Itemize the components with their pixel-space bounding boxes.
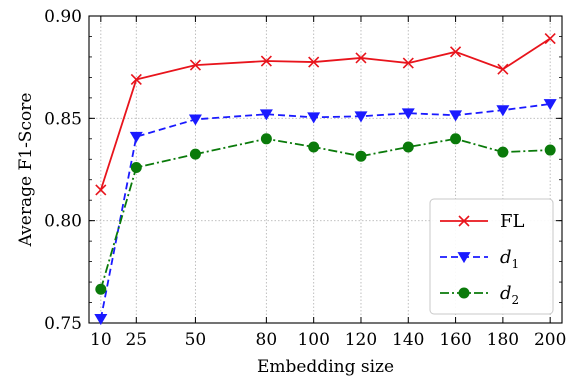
data-point	[94, 314, 108, 326]
data-point	[496, 105, 510, 117]
legend-entry: FL	[440, 211, 524, 232]
x-tick-label: 160	[439, 330, 471, 350]
marker-stroke	[458, 215, 470, 227]
data-point	[130, 161, 142, 173]
data-series	[94, 32, 557, 326]
data-point	[544, 32, 556, 45]
legend-marker	[458, 215, 470, 227]
marker-stroke	[402, 57, 414, 69]
legend-marker	[458, 287, 470, 299]
data-point	[260, 133, 272, 145]
data-point	[543, 99, 557, 111]
data-point	[129, 131, 143, 143]
y-tick-label: 0.85	[44, 109, 82, 129]
data-point	[449, 110, 463, 122]
marker-stroke	[95, 184, 107, 196]
legend-label-main: d	[500, 283, 512, 304]
x-tick-label: 140	[392, 330, 424, 350]
data-point	[402, 141, 414, 153]
data-point	[497, 63, 509, 75]
data-point	[260, 55, 272, 67]
legend-marker	[457, 252, 471, 264]
legend-label-subscript: 2	[512, 293, 520, 307]
marker-stroke	[355, 52, 367, 64]
data-point	[544, 144, 556, 156]
x-axis-label: Embedding size	[257, 357, 394, 377]
marker-stroke	[544, 32, 556, 45]
data-point	[307, 112, 321, 124]
data-point	[401, 108, 415, 120]
x-tick-label: 100	[297, 330, 329, 350]
data-point	[308, 141, 320, 153]
series-line	[99, 37, 551, 191]
y-tick-label: 0.80	[44, 212, 82, 232]
marker-stroke	[450, 46, 462, 58]
legend-label-main: d	[500, 247, 512, 268]
legend-label-main: FL	[500, 211, 524, 232]
legend-box	[429, 198, 554, 315]
series-line	[99, 137, 551, 290]
series-d1	[94, 99, 557, 326]
legend-label: d2	[500, 283, 519, 307]
data-point	[355, 150, 367, 162]
data-point	[189, 148, 201, 160]
series-d2	[95, 133, 556, 295]
y-axis-label: Average F1-Score	[16, 93, 36, 248]
x-tick-label: 120	[345, 330, 377, 350]
y-tick-label: 0.75	[44, 314, 82, 334]
legend-label: FL	[500, 211, 524, 232]
legend-label: d1	[500, 247, 519, 271]
data-point	[402, 57, 414, 69]
x-tick-label: 10	[90, 330, 112, 350]
marker-stroke	[497, 63, 509, 75]
legend-entry: d2	[440, 283, 519, 307]
x-tick-label: 180	[487, 330, 519, 350]
data-point	[189, 59, 201, 71]
x-tick-label: 200	[534, 330, 566, 350]
series-line	[99, 103, 551, 320]
series-FL	[95, 32, 556, 196]
legend-label-subscript: 1	[512, 257, 520, 271]
marker-stroke	[260, 55, 272, 67]
data-point	[188, 114, 202, 126]
data-point	[354, 111, 368, 123]
x-tick-label: 50	[185, 330, 207, 350]
plot-frame	[88, 15, 563, 324]
data-point	[355, 52, 367, 64]
x-tick-label: 80	[256, 330, 278, 350]
marker-stroke	[189, 59, 201, 71]
axes: 10 25 50 80 100 120 140 160 180 200 0.75 0.80 0.85 0.…	[44, 7, 566, 350]
y-tick-label: 0.90	[44, 7, 82, 27]
data-point	[497, 146, 509, 158]
data-point	[95, 283, 107, 295]
data-point	[450, 46, 462, 58]
legend-entry: d1	[440, 247, 519, 271]
x-tick-label: 25	[125, 330, 147, 350]
data-point	[450, 133, 462, 145]
marker-stroke	[308, 56, 320, 68]
marker-stroke	[130, 73, 142, 86]
data-point	[130, 73, 142, 86]
data-point	[308, 56, 320, 68]
data-point	[259, 109, 273, 121]
data-point	[95, 184, 107, 196]
